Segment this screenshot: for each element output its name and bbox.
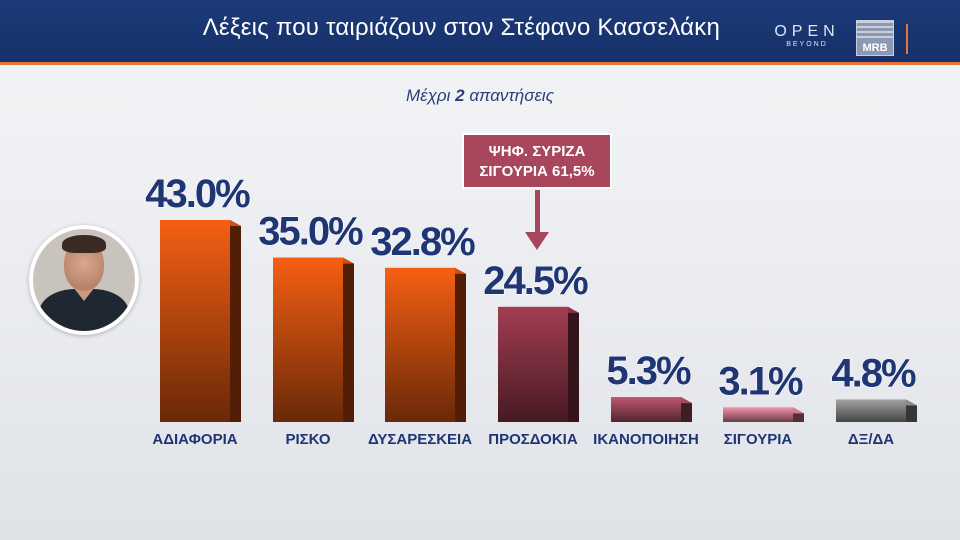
chart-subtitle: Μέχρι 2 απαντήσεις [406,86,554,105]
logo-divider [906,24,908,54]
logo-open-subtext: BEYOND [786,41,828,48]
value-label-5: 3.1% [718,359,803,403]
bar-0 [160,220,230,422]
bar-5 [723,407,793,422]
bar-side-3 [568,306,579,422]
category-label-5: ΣΙΓΟΥΡΙΑ [724,431,793,448]
callout-line1: ΨΗΦ. ΣΥΡΙΖΑ [488,143,586,160]
category-label-6: ΔΞ/ΔΑ [848,431,894,448]
category-label-0: ΑΔΙΑΦΟΡΙΑ [152,431,237,448]
value-label-3: 24.5% [483,259,588,303]
value-label-1: 35.0% [258,210,363,254]
bar-side-0 [230,220,241,422]
value-label-6: 4.8% [831,351,916,395]
header-bar: Λέξεις που ταιριάζουν στον Στέφανο Κασσε… [0,0,960,65]
bar-3 [498,306,568,422]
category-label-1: ΡΙΣΚΟ [286,431,331,448]
value-label-0: 43.0% [145,172,250,216]
category-label-3: ΠΡΟΣΔΟΚΙΑ [488,431,578,448]
syriza-voters-callout: ΨΗΦ. ΣΥΡΙΖΑ ΣΙΓΟΥΡΙΑ 61,5% [462,133,612,189]
bar-side-1 [343,257,354,422]
callout-arrow-shaft [535,190,540,236]
value-label-2: 32.8% [370,220,475,264]
bar-6 [836,399,906,422]
logo-open-text: OPEN [774,23,840,40]
bar-2 [385,267,455,422]
callout-line2: ΣΙΓΟΥΡΙΑ 61,5% [479,163,595,180]
logo-mrb-text: MRB [862,42,888,54]
value-label-4: 5.3% [606,349,691,393]
politician-avatar [29,225,139,335]
bar-side-2 [455,267,466,422]
bar-side-4 [681,397,692,422]
chart-title: Λέξεις που ταιριάζουν στον Στέφανο Κασσε… [202,14,720,41]
mrb-logo: MRB [856,20,894,56]
bar-4 [611,397,681,422]
category-label-2: ΔΥΣΑΡΕΣΚΕΙΑ [368,431,472,448]
subtitle-bold: 2 [455,86,465,105]
callout-arrow-icon [525,232,549,250]
bar-1 [273,257,343,422]
open-beyond-logo: OPEN BEYOND [772,24,842,50]
category-label-4: ΙΚΑΝΟΠΟΙΗΣΗ [593,431,699,448]
